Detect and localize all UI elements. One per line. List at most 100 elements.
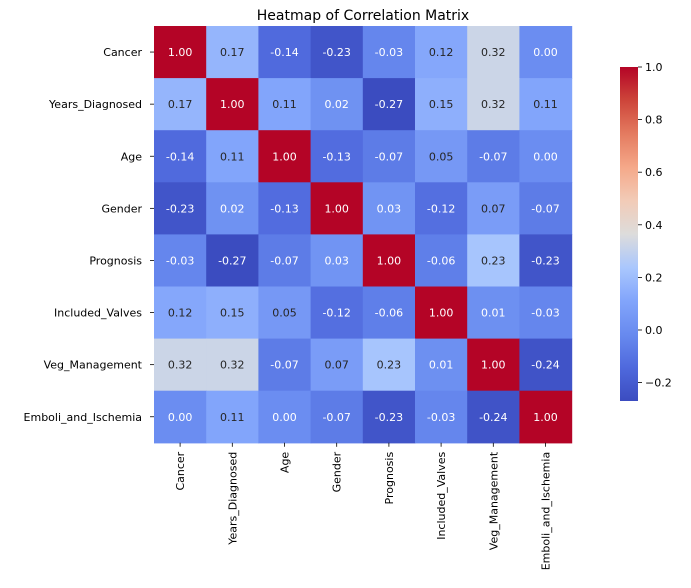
cell-gender-age: [258, 182, 312, 235]
annotation-included-valves-age: 0.05: [272, 307, 297, 320]
colorbar-tick-label: 0.2: [645, 271, 663, 284]
cell-age-cancer: [154, 130, 207, 183]
annotation-veg-management-years-diagnosed: 0.32: [220, 359, 245, 372]
cell-cancer-veg-management: [467, 26, 520, 79]
annotation-included-valves-gender: -0.12: [322, 307, 350, 320]
cell-veg-management-gender: [310, 338, 364, 392]
annotation-cancer-emboli-and-ischemia: 0.00: [533, 46, 558, 59]
annotation-age-emboli-and-ischemia: 0.00: [533, 150, 558, 163]
cell-gender-included-valves: [415, 182, 468, 235]
annotation-years-diagnosed-included-valves: 0.15: [429, 98, 454, 111]
colorbar-tick-label: −0.2: [645, 377, 672, 390]
cell-gender-gender: [310, 182, 364, 235]
annotation-emboli-and-ischemia-cancer: 0.00: [168, 411, 193, 424]
colorbar-tick-label: 1.0: [645, 61, 663, 74]
annotation-years-diagnosed-prognosis: -0.27: [375, 98, 403, 111]
annotation-age-gender: -0.13: [322, 150, 350, 163]
annotation-cancer-prognosis: -0.03: [375, 46, 403, 59]
annotation-emboli-and-ischemia-gender: -0.07: [322, 411, 350, 424]
cell-annotations: 1.00 0.17 -0.14 -0.23 -0.03 0.12 0.32 0.00 0.17 1…: [166, 46, 560, 424]
annotation-years-diagnosed-cancer: 0.17: [168, 98, 193, 111]
cell-cancer-emboli-and-ischemia: [519, 26, 573, 79]
y-axis-labels: Cancer Years_Diagnosed Age Gender Prognosis I…: [24, 46, 154, 424]
x-label-cancer: Cancer: [174, 451, 187, 490]
cell-gender-cancer: [154, 182, 207, 235]
cell-age-years-diagnosed: [206, 130, 259, 183]
chart-title: Heatmap of Correlation Matrix: [257, 8, 469, 24]
cell-years-diagnosed-years-diagnosed: [206, 78, 259, 131]
annotation-prognosis-cancer: -0.03: [166, 254, 194, 267]
cell-cancer-years-diagnosed: [206, 26, 259, 79]
annotation-prognosis-included-valves: -0.06: [427, 254, 455, 267]
annotation-gender-prognosis: 0.03: [377, 202, 402, 215]
colorbar-tick-label: 0.0: [645, 324, 663, 337]
annotation-prognosis-veg-management: 0.23: [481, 254, 506, 267]
cell-emboli-and-ischemia-cancer: [154, 390, 207, 444]
annotation-cancer-years-diagnosed: 0.17: [220, 46, 245, 59]
annotation-cancer-gender: -0.23: [322, 46, 350, 59]
annotation-prognosis-years-diagnosed: -0.27: [218, 254, 246, 267]
y-label-gender: Gender: [101, 202, 142, 215]
cell-gender-prognosis: [362, 182, 416, 235]
annotation-prognosis-age: -0.07: [270, 254, 298, 267]
y-label-prognosis: Prognosis: [89, 254, 142, 267]
cell-included-valves-veg-management: [467, 286, 520, 340]
annotation-prognosis-prognosis: 1.00: [377, 254, 402, 267]
cell-emboli-and-ischemia-gender: [310, 390, 364, 444]
cell-veg-management-included-valves: [415, 338, 468, 392]
cell-included-valves-included-valves: [415, 286, 468, 340]
cell-prognosis-age: [258, 234, 312, 288]
annotation-veg-management-cancer: 0.32: [168, 359, 193, 372]
cell-age-gender: [310, 130, 364, 183]
cell-years-diagnosed-emboli-and-ischemia: [519, 78, 573, 131]
cell-cancer-cancer: [154, 26, 207, 79]
cell-veg-management-prognosis: [362, 338, 416, 392]
cell-veg-management-age: [258, 338, 312, 392]
cell-included-valves-emboli-and-ischemia: [519, 286, 573, 340]
cell-prognosis-years-diagnosed: [206, 234, 259, 288]
annotation-included-valves-prognosis: -0.06: [375, 307, 403, 320]
cell-years-diagnosed-included-valves: [415, 78, 468, 131]
cell-emboli-and-ischemia-years-diagnosed: [206, 390, 259, 444]
annotation-age-cancer: -0.14: [166, 150, 194, 163]
colorbar-ticks: 1.0 0.8 0.6 0.4 0.2 0.0 −0.2: [638, 61, 672, 390]
cell-age-emboli-and-ischemia: [519, 130, 573, 183]
cell-prognosis-cancer: [154, 234, 207, 288]
x-label-emboli-and-ischemia: Emboli_and_Ischemia: [540, 452, 553, 570]
annotation-age-prognosis: -0.07: [375, 150, 403, 163]
annotation-veg-management-emboli-and-ischemia: -0.24: [531, 359, 559, 372]
annotation-veg-management-prognosis: 0.23: [377, 359, 402, 372]
cell-cancer-age: [258, 26, 312, 79]
x-label-gender: Gender: [331, 451, 344, 492]
cell-emboli-and-ischemia-emboli-and-ischemia: [519, 390, 573, 444]
annotation-cancer-included-valves: 0.12: [429, 46, 454, 59]
y-label-included-valves: Included_Valves: [54, 307, 142, 320]
annotation-gender-veg-management: 0.07: [481, 202, 506, 215]
x-label-included-valves: Included_Valves: [435, 452, 448, 540]
annotation-years-diagnosed-emboli-and-ischemia: 0.11: [533, 98, 558, 111]
y-label-veg-management: Veg_Management: [44, 359, 143, 372]
cell-years-diagnosed-veg-management: [467, 78, 520, 131]
annotation-age-age: 1.00: [272, 150, 297, 163]
cell-cancer-prognosis: [362, 26, 416, 79]
annotation-years-diagnosed-gender: 0.02: [324, 98, 349, 111]
cell-veg-management-emboli-and-ischemia: [519, 338, 573, 392]
cell-cancer-included-valves: [415, 26, 468, 79]
annotation-included-valves-emboli-and-ischemia: -0.03: [531, 307, 559, 320]
annotation-included-valves-years-diagnosed: 0.15: [220, 307, 245, 320]
annotation-gender-cancer: -0.23: [166, 202, 194, 215]
annotation-included-valves-cancer: 0.12: [168, 307, 193, 320]
annotation-age-years-diagnosed: 0.11: [220, 150, 245, 163]
annotation-age-included-valves: 0.05: [429, 150, 454, 163]
cell-included-valves-gender: [310, 286, 364, 340]
cell-emboli-and-ischemia-age: [258, 390, 312, 444]
cell-emboli-and-ischemia-included-valves: [415, 390, 468, 444]
y-label-cancer: Cancer: [103, 46, 142, 59]
annotation-emboli-and-ischemia-prognosis: -0.23: [375, 411, 403, 424]
x-label-years-diagnosed: Years_Diagnosed: [226, 452, 239, 546]
annotation-years-diagnosed-years-diagnosed: 1.00: [220, 98, 245, 111]
annotation-cancer-veg-management: 0.32: [481, 46, 506, 59]
annotation-gender-included-valves: -0.12: [427, 202, 455, 215]
cell-veg-management-years-diagnosed: [206, 338, 259, 392]
